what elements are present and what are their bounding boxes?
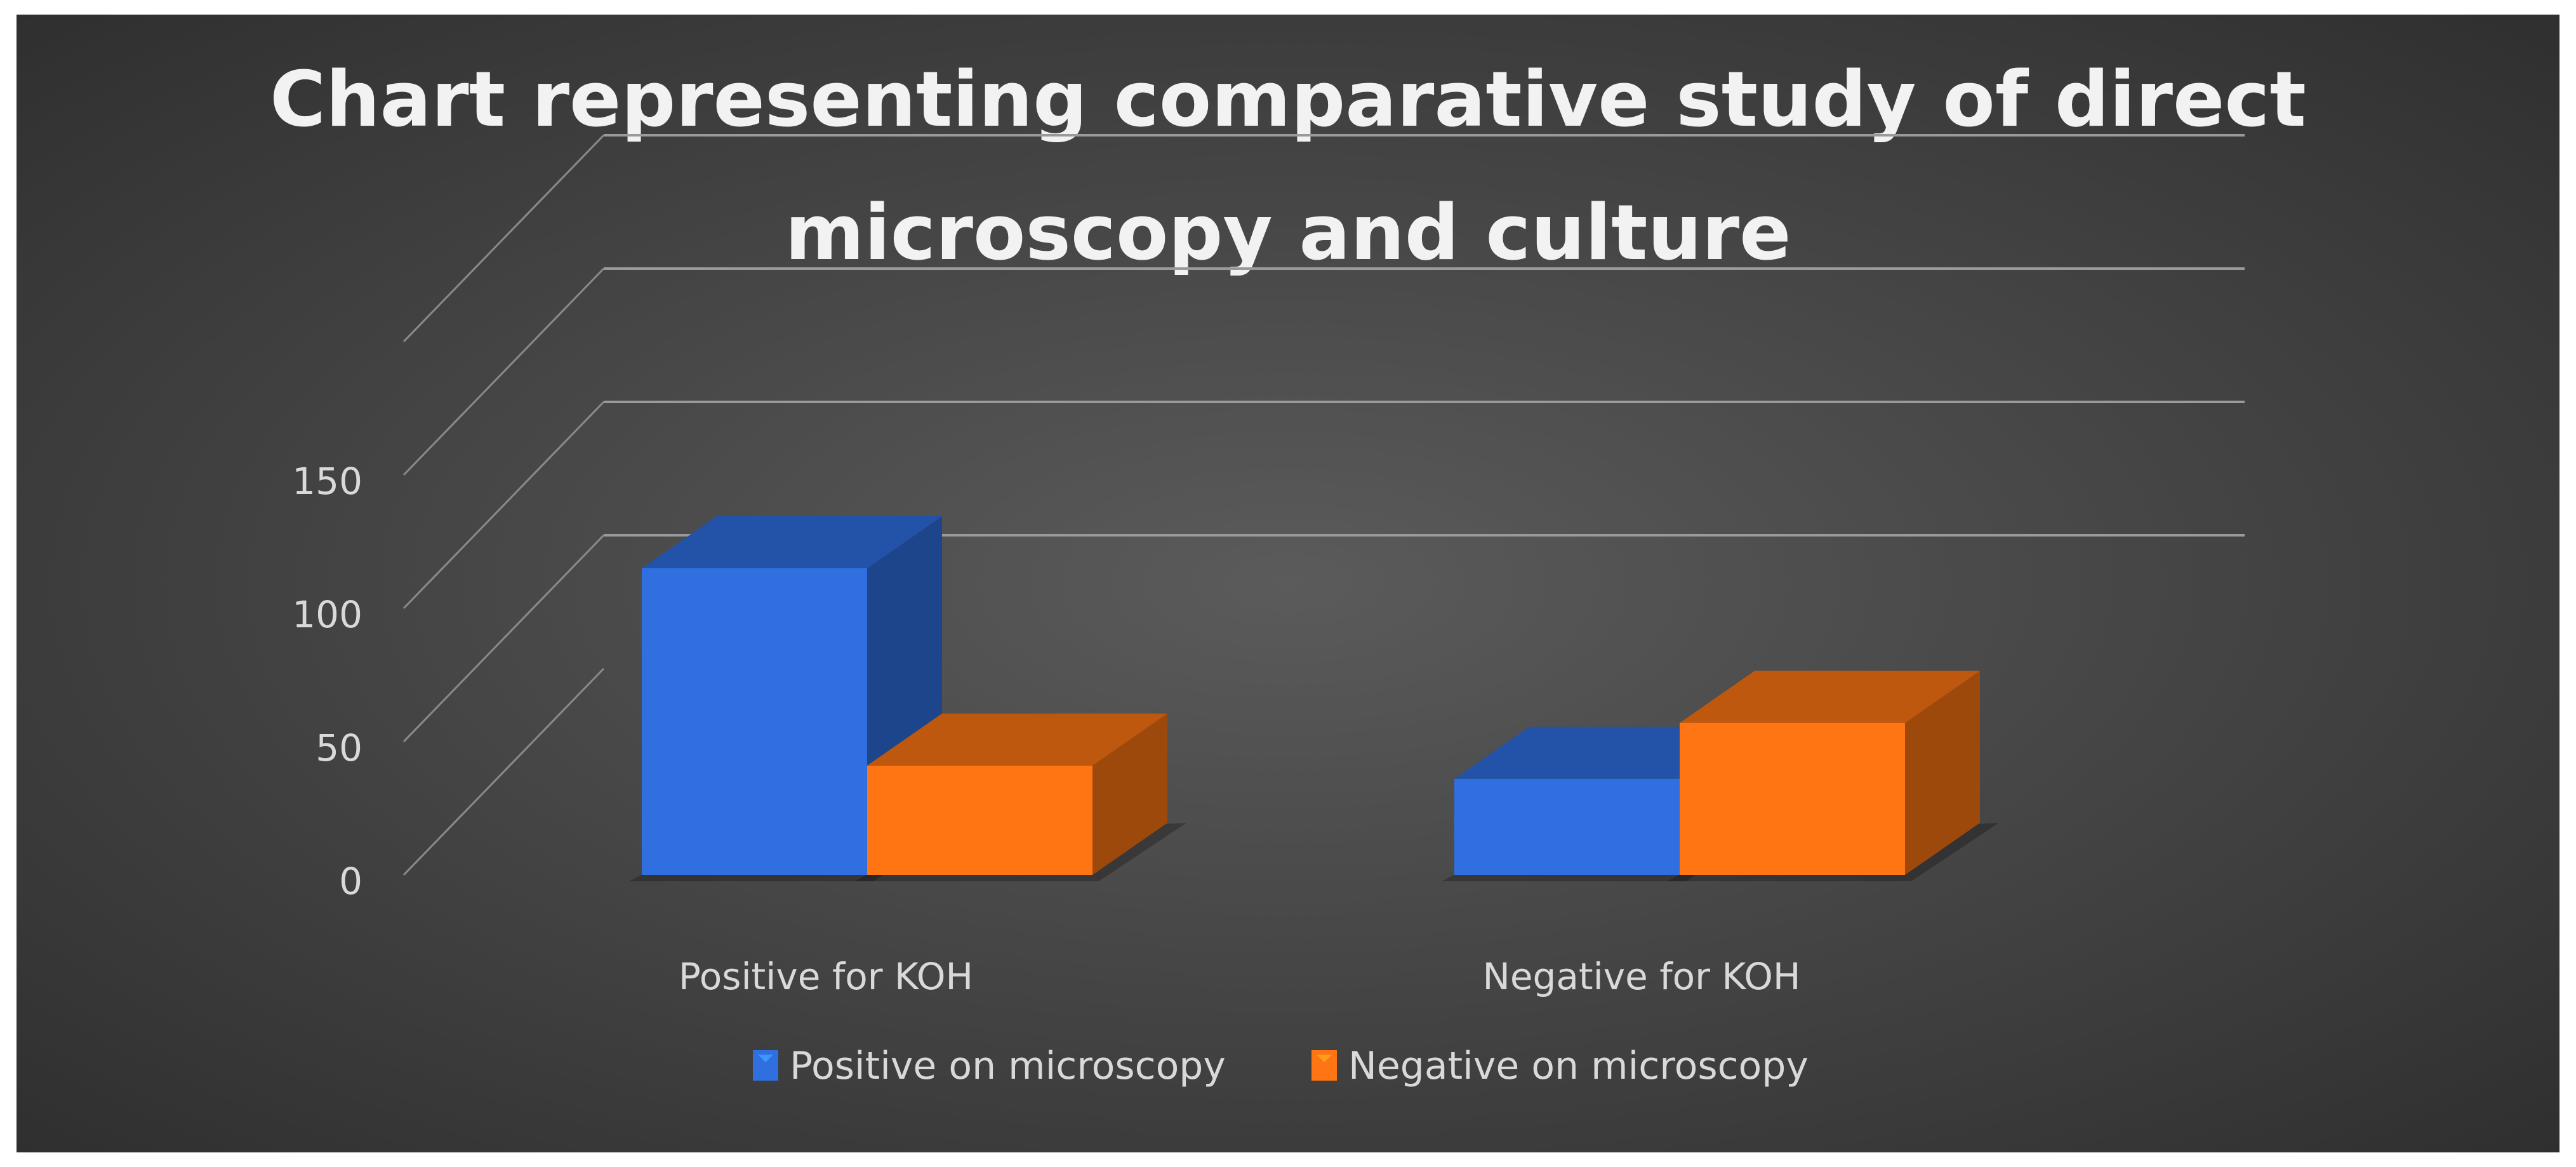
y-axis-ticks: 0 50 100 150 — [292, 460, 362, 903]
bar-top-face — [1454, 726, 1755, 779]
bars — [629, 516, 1999, 881]
bar-negative-on-microscopy — [854, 713, 1186, 881]
y-tick-label: 100 — [292, 593, 362, 636]
bar-side-face — [1092, 713, 1167, 875]
bar-front-face — [642, 568, 867, 875]
bar-top-face — [867, 713, 1167, 766]
bar-front-face — [867, 765, 1092, 875]
y-tick-label: 0 — [339, 860, 362, 903]
chart-title-line-2: microscopy and culture — [785, 189, 1791, 277]
legend-swatch-highlight — [1317, 1055, 1332, 1062]
category-labels: Positive for KOH Negative for KOH — [679, 955, 1801, 998]
gridline-side — [402, 267, 605, 476]
legend-label: Negative on microscopy — [1348, 1044, 1809, 1088]
chart-title-line-1: Chart representing comparative study of … — [270, 56, 2306, 144]
category-label: Positive for KOH — [679, 955, 973, 998]
bar-negative-on-microscopy — [1667, 670, 1999, 881]
gridline-side — [402, 401, 605, 610]
bar-top-face — [1680, 670, 1980, 723]
legend-label: Positive on microscopy — [790, 1044, 1226, 1088]
bar-front-face — [1454, 778, 1680, 875]
gridline-side — [402, 667, 605, 876]
bar-top-face — [642, 516, 942, 568]
gridline-side — [402, 134, 605, 343]
gridline-side — [402, 534, 605, 743]
y-tick-label: 50 — [315, 726, 362, 770]
bar-front-face — [1680, 723, 1905, 875]
legend: Positive on microscopy Negative on micros… — [753, 1044, 1809, 1088]
y-tick-label: 150 — [292, 460, 362, 503]
chart-svg: Chart representing comparative study of … — [270, 56, 2306, 1088]
bar-side-face — [1905, 670, 1980, 875]
category-label: Negative for KOH — [1482, 955, 1800, 998]
legend-swatch-highlight — [758, 1055, 773, 1062]
chart-frame: Chart representing comparative study of … — [17, 15, 2559, 1152]
